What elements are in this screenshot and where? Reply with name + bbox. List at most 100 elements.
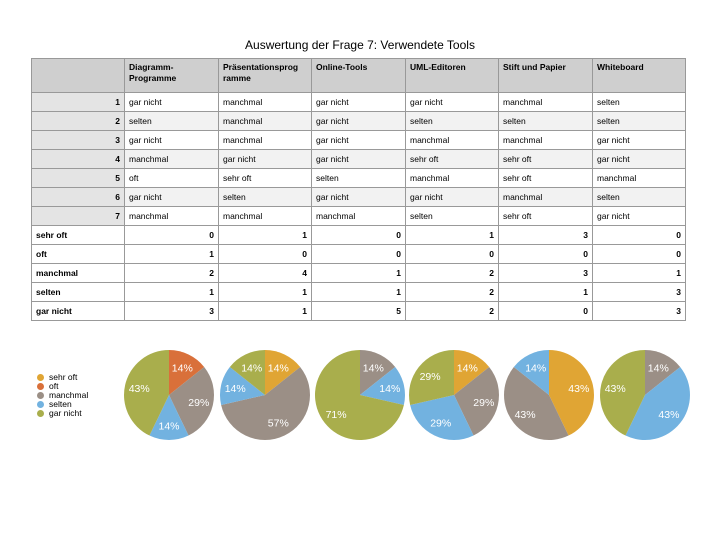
row-id: 7 [31, 206, 125, 226]
header-cell: Präsentationsprog ramme [218, 58, 312, 93]
pie-slice [220, 366, 265, 406]
pie-slice [169, 350, 205, 395]
pie-slice [454, 350, 490, 395]
pie-slice [454, 366, 499, 436]
page-title: Auswertung der Frage 7: Verwendete Tools [245, 38, 475, 52]
table-cell: selten [124, 111, 219, 131]
pie-slice [625, 366, 690, 440]
pie-slice [410, 395, 474, 440]
table-cell: gar nicht [592, 130, 686, 150]
pie-slice [513, 350, 549, 395]
table-row: 5 oft sehr oft selten manchmal sehr oft manchm… [31, 168, 686, 188]
header-row: Diagramm- Programme Präsentationsprog ra… [31, 58, 686, 93]
pie-slice-label: 29% [420, 371, 441, 383]
pie-slice-label: 14% [363, 362, 384, 374]
legend-item: sehr oft [37, 373, 88, 382]
pie-slice [229, 350, 265, 395]
table-cell: manchmal [218, 111, 312, 131]
pie-slice [149, 395, 189, 440]
table-row: 2 selten manchmal gar nicht selten selten selt… [31, 111, 686, 131]
table-cell: sehr oft [405, 149, 499, 169]
table-cell: selten [218, 187, 312, 207]
table-cell: manchmal [592, 168, 686, 188]
table-cell: gar nicht [311, 187, 406, 207]
pie-slice-label: 14% [268, 362, 289, 374]
pie-slice-label: 14% [225, 383, 246, 395]
summary-count: 3 [592, 301, 686, 321]
pie-slice [504, 366, 569, 440]
legend-swatch [37, 374, 44, 381]
pie-slice [360, 350, 396, 395]
legend-item: gar nicht [37, 409, 88, 418]
legend-label: selten [49, 399, 72, 409]
table-cell: sehr oft [498, 168, 593, 188]
table-cell: gar nicht [592, 149, 686, 169]
pie-slice-label: 57% [268, 418, 289, 430]
table-row: 4 manchmal gar nicht gar nicht sehr oft sehr … [31, 149, 686, 169]
pie-slice [549, 350, 594, 436]
chart-legend: sehr oft oft manchmal selten gar nicht [37, 373, 88, 418]
summary-row: selten 1 1 1 2 1 3 [31, 282, 686, 302]
table-cell: gar nicht [124, 187, 219, 207]
table-cell: selten [592, 111, 686, 131]
table-row: 6 gar nicht selten gar nicht gar nicht manchm… [31, 187, 686, 207]
table-cell: selten [498, 111, 593, 131]
header-cell: Stift und Papier [498, 58, 593, 93]
legend-swatch [37, 401, 44, 408]
table-row: 1 gar nicht manchmal gar nicht gar nicht manc… [31, 92, 686, 112]
table-cell: manchmal [498, 187, 593, 207]
pie-slice-label: 14% [648, 362, 669, 374]
row-id: 1 [31, 92, 125, 112]
table-cell: gar nicht [218, 149, 312, 169]
legend-label: oft [49, 381, 59, 391]
pie-slice [360, 366, 405, 406]
results-table: Diagramm- Programme Präsentationsprog ra… [31, 58, 686, 321]
legend-swatch [37, 383, 44, 390]
pie-slice-label: 14% [172, 362, 193, 374]
table-cell: manchmal [124, 149, 219, 169]
legend-label: manchmal [49, 390, 89, 400]
table-cell: gar nicht [405, 92, 499, 112]
pie-slice [221, 366, 311, 441]
header-cell: Whiteboard [592, 58, 686, 93]
pie-slice [645, 350, 681, 395]
pie-slice-label: 29% [430, 418, 451, 430]
pie-slice-label: 14% [379, 383, 400, 395]
table-cell: sehr oft [498, 149, 593, 169]
table-cell: selten [592, 187, 686, 207]
pie-slice-label: 14% [158, 421, 179, 433]
pie-slice-label: 43% [658, 409, 679, 421]
table-cell: oft [124, 168, 219, 188]
legend-item: oft [37, 382, 88, 391]
summary-row: gar nicht 3 1 5 2 0 3 [31, 301, 686, 321]
row-id: 2 [31, 111, 125, 131]
pie-slice [600, 350, 645, 436]
legend-item: manchmal [37, 391, 88, 400]
pie-chart: 14% 29% 14% 43% [124, 350, 214, 440]
pie-slice [409, 350, 454, 406]
pie-chart: 14% 14% 71% [314, 349, 405, 440]
table-cell: gar nicht [592, 206, 686, 226]
table-cell: gar nicht [311, 149, 406, 169]
row-id: 6 [31, 187, 125, 207]
pie-slice-label: 14% [525, 362, 546, 374]
pie-chart: 43% 43% 14% [504, 350, 594, 440]
pie-slice [124, 350, 169, 436]
legend-swatch [37, 392, 44, 399]
pie-slice-label: 43% [568, 383, 589, 395]
table-cell: sehr oft [498, 206, 593, 226]
pie-slice-label: 43% [515, 409, 536, 421]
legend-label: gar nicht [49, 408, 82, 418]
pie-slice-label: 29% [188, 397, 209, 409]
pie-slice-label: 14% [457, 362, 478, 374]
row-id: 3 [31, 130, 125, 150]
pie-chart: 14% 43% 43% [600, 350, 690, 440]
pie-chart: 14% 29% 29% 29% [409, 350, 499, 440]
row-id: 4 [31, 149, 125, 169]
header-cell: UML-Editoren [405, 58, 499, 93]
pie-slice-label: 14% [241, 362, 262, 374]
legend-item: selten [37, 400, 88, 409]
pie-slice-label: 43% [129, 383, 150, 395]
legend-label: sehr oft [49, 372, 78, 382]
